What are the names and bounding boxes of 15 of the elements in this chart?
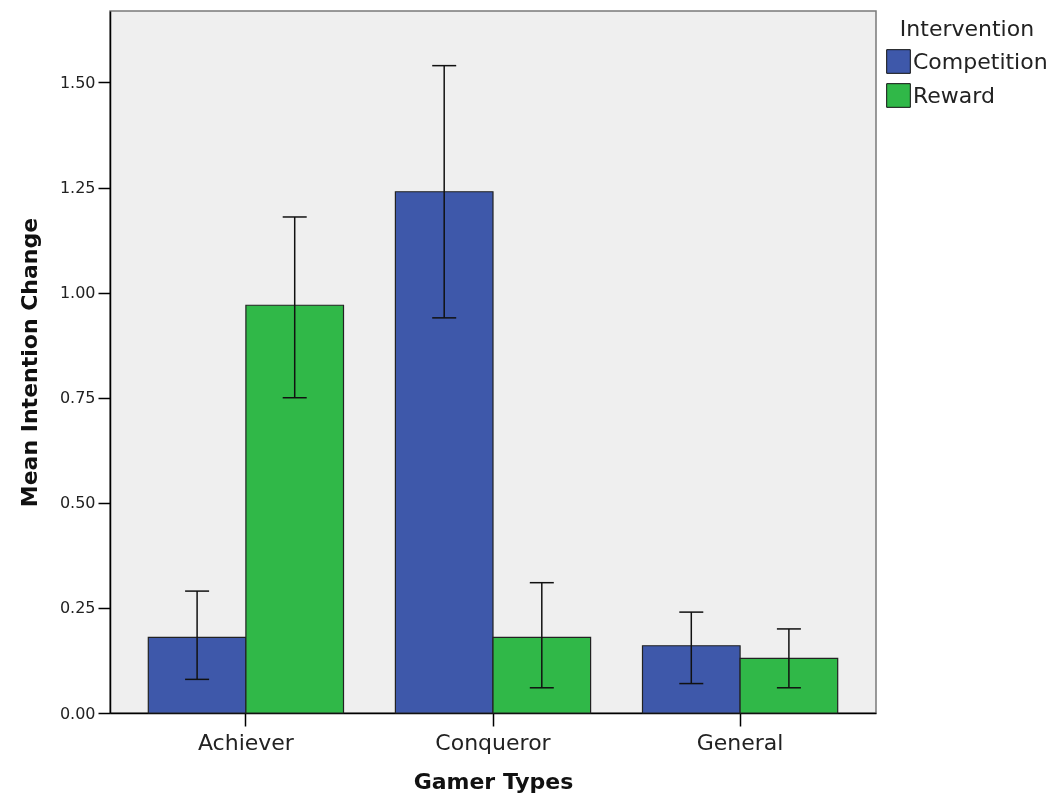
y-tick-label: 0.75	[59, 388, 96, 408]
x-tick-label: Achiever	[197, 729, 295, 755]
legend-title: Intervention	[899, 16, 1035, 41]
y-tick-label: 1.00	[59, 283, 96, 303]
legend-label: Competition	[913, 48, 1048, 74]
y-tick-label: 0.50	[59, 493, 96, 513]
x-tick-label: General	[696, 729, 784, 755]
legend-label: Reward	[913, 82, 995, 108]
x-tick-label: Conqueror	[435, 729, 552, 755]
y-tick-label: 1.50	[59, 72, 96, 92]
x-axis-title: Gamer Types	[413, 768, 574, 794]
y-tick-label: 0.00	[59, 703, 96, 723]
y-axis-title: Mean Intention Change	[16, 217, 42, 508]
y-tick-label: 1.25	[59, 178, 96, 198]
y-tick-label: 0.25	[59, 598, 96, 618]
